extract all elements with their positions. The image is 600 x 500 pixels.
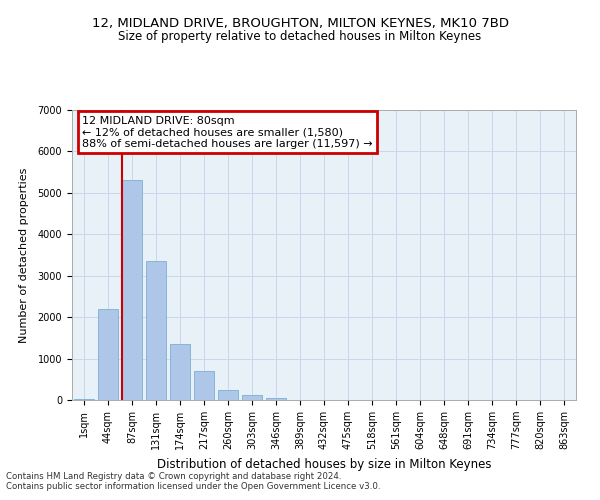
Text: Size of property relative to detached houses in Milton Keynes: Size of property relative to detached ho… [118,30,482,43]
Bar [122,180,142,400]
Bar [242,394,262,400]
Bar [170,344,190,400]
Bar [194,371,214,400]
Text: Contains public sector information licensed under the Open Government Licence v3: Contains public sector information licen… [6,482,380,491]
Text: Contains HM Land Registry data © Crown copyright and database right 2024.: Contains HM Land Registry data © Crown c… [6,472,341,481]
Bar [146,261,166,400]
Text: 12 MIDLAND DRIVE: 80sqm
← 12% of detached houses are smaller (1,580)
88% of semi: 12 MIDLAND DRIVE: 80sqm ← 12% of detache… [82,116,373,149]
Y-axis label: Number of detached properties: Number of detached properties [19,168,29,342]
Bar [266,398,286,400]
Text: 12, MIDLAND DRIVE, BROUGHTON, MILTON KEYNES, MK10 7BD: 12, MIDLAND DRIVE, BROUGHTON, MILTON KEY… [91,18,509,30]
Bar [74,399,94,400]
X-axis label: Distribution of detached houses by size in Milton Keynes: Distribution of detached houses by size … [157,458,491,470]
Bar [218,390,238,400]
Bar [98,309,118,400]
